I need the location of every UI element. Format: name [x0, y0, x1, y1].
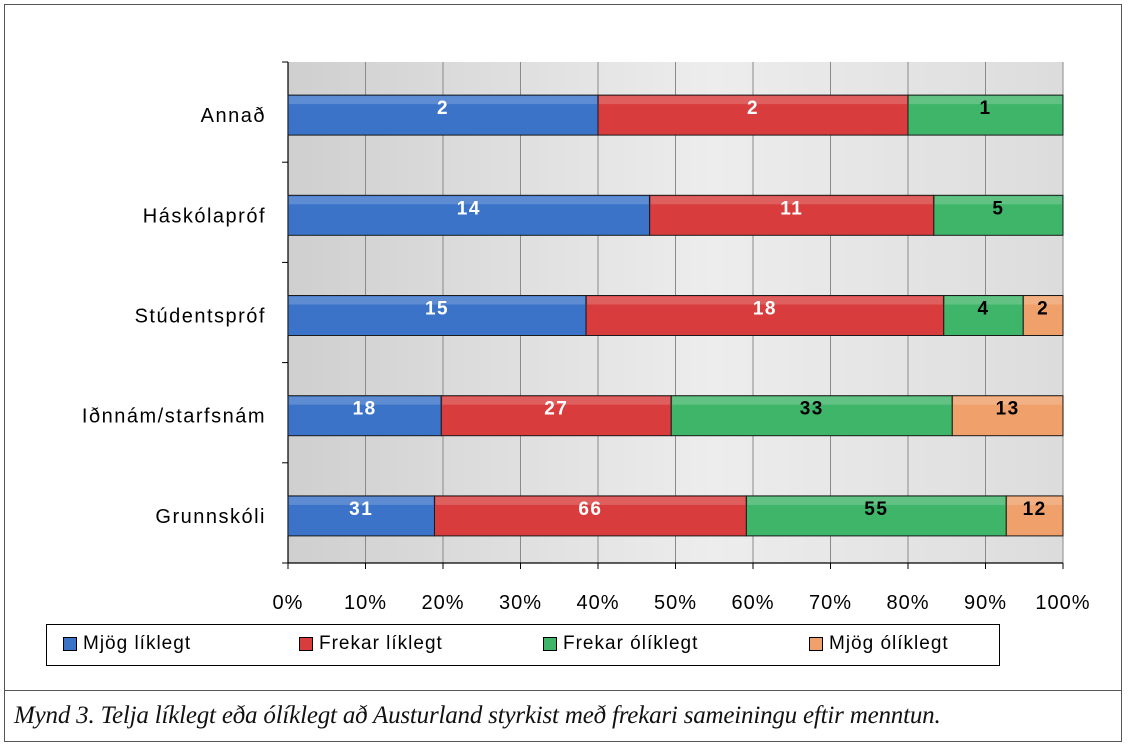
x-tick-label: 100% — [1035, 592, 1090, 614]
data-label: 4 — [977, 299, 989, 320]
data-label: 13 — [996, 399, 1020, 420]
bar-segment — [907, 94, 1064, 136]
bar-segment-highlight — [289, 396, 441, 405]
bar-segment-highlight — [435, 496, 746, 505]
bar-segment-highlight — [747, 496, 1006, 505]
x-tick-label: 0% — [273, 592, 304, 614]
bar-segment-highlight — [599, 96, 907, 105]
bar-segment — [287, 495, 435, 537]
legend-swatch — [63, 637, 77, 651]
bar-segment — [287, 295, 587, 336]
legend-label: Frekar ólíklegt — [563, 633, 699, 654]
bar-segment-highlight — [289, 96, 597, 105]
chart-legend: Mjög líklegt Frekar líklegt Frekar ólíkl… — [46, 624, 1000, 666]
figure-caption: Mynd 3. Telja líklegt eða ólíklegt að Au… — [14, 702, 941, 729]
legend-item-mjog-liklegt: Mjög líklegt — [63, 633, 191, 655]
legend-item-frekar-oliklegt: Frekar ólíklegt — [543, 633, 698, 655]
data-label: 1 — [979, 98, 991, 119]
data-label: 33 — [800, 399, 824, 420]
legend-swatch — [299, 637, 313, 651]
legend-swatch — [809, 637, 823, 651]
bar-segment — [597, 94, 909, 136]
data-label: 66 — [578, 499, 602, 520]
data-label: 12 — [1023, 499, 1047, 520]
data-label: 2 — [437, 98, 449, 119]
data-label: 27 — [544, 399, 568, 420]
x-tick-label: 40% — [576, 592, 619, 614]
bar-segment-highlight — [909, 96, 1062, 105]
bar-segment — [1022, 295, 1064, 336]
legend-item-mjog-oliklegt: Mjög ólíklegt — [809, 633, 949, 655]
data-label: 14 — [457, 198, 481, 219]
bar-segment — [951, 395, 1064, 437]
category-label: Grunnskóli — [155, 506, 266, 528]
bar-segment — [433, 495, 747, 537]
data-label: 18 — [353, 399, 377, 420]
bar-segment-highlight — [442, 396, 671, 405]
bar-segment-highlight — [587, 296, 943, 305]
bar-segment-highlight — [934, 196, 1062, 205]
x-tick-label: 70% — [809, 592, 852, 614]
bar-segment — [1005, 495, 1064, 537]
bar-segment-highlight — [650, 196, 933, 205]
x-tick-label: 60% — [731, 592, 774, 614]
bar-segment — [745, 495, 1007, 537]
bar-segment-highlight — [289, 296, 586, 305]
bar-segment — [649, 194, 935, 236]
bar-segment-highlight — [944, 296, 1023, 305]
bar-segment-highlight — [289, 196, 649, 205]
bar-segment-highlight — [1024, 296, 1062, 305]
x-tick-label: 50% — [654, 592, 697, 614]
x-tick-label: 10% — [344, 592, 387, 614]
data-label: 11 — [780, 198, 803, 219]
bar-segment-highlight — [672, 396, 952, 405]
bar-segment-highlight — [953, 396, 1062, 405]
legend-label: Frekar líklegt — [319, 633, 443, 654]
bar-segment — [287, 395, 442, 437]
data-label: 18 — [753, 299, 777, 320]
bar-segment-highlight — [1007, 496, 1062, 505]
category-label: Stúdentspróf — [135, 306, 266, 328]
bar-segment — [933, 194, 1064, 236]
data-label: 15 — [425, 299, 449, 320]
bar-segment — [287, 194, 651, 236]
bar-segment — [287, 94, 599, 136]
legend-item-frekar-liklegt: Frekar líklegt — [299, 633, 443, 655]
caption-divider — [4, 690, 1122, 691]
category-label: Iðnnám/starfsnám — [82, 406, 266, 428]
category-label: Annað — [201, 105, 266, 127]
x-tick-label: 20% — [421, 592, 464, 614]
data-label: 31 — [349, 499, 373, 520]
bar-segment-highlight — [289, 496, 434, 505]
bar-segment — [440, 395, 672, 437]
data-label: 5 — [992, 198, 1004, 219]
data-label: 2 — [1037, 299, 1049, 320]
x-tick-label: 90% — [964, 592, 1007, 614]
x-tick-label: 30% — [499, 592, 542, 614]
category-label: Háskólapróf — [143, 205, 266, 227]
data-label: 2 — [747, 98, 759, 119]
legend-swatch — [543, 637, 557, 651]
data-label: 55 — [864, 499, 888, 520]
legend-label: Mjög ólíklegt — [829, 633, 949, 654]
x-tick-label: 80% — [886, 592, 929, 614]
legend-label: Mjög líklegt — [83, 633, 192, 654]
